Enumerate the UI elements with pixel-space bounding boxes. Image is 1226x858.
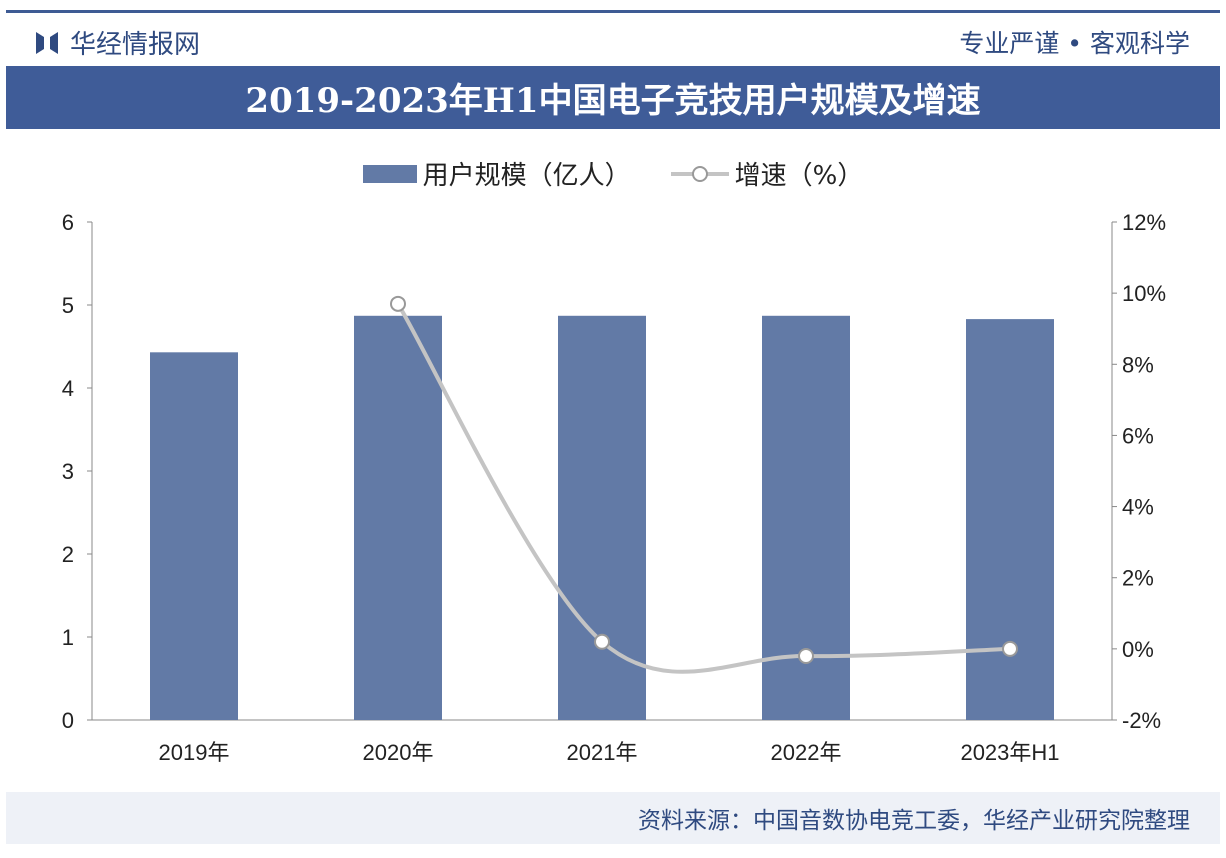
right-tick-label: -2% — [1122, 708, 1161, 733]
slogan: 专业严谨 • 客观科学 — [959, 29, 1190, 58]
growth-point — [798, 647, 814, 664]
right-tick-label: 6% — [1122, 423, 1154, 448]
left-tick-label: 4 — [62, 376, 74, 401]
top-divider — [6, 10, 1220, 13]
bar — [558, 315, 646, 720]
right-tick-label: 8% — [1122, 352, 1154, 377]
right-tick-label: 2% — [1122, 566, 1154, 591]
left-tick-label: 1 — [62, 625, 74, 650]
x-tick-label: 2020年 — [363, 740, 434, 765]
left-tick-label: 3 — [62, 459, 74, 484]
legend-item-line: 增速（%） — [670, 155, 864, 192]
growth-point — [1002, 640, 1018, 657]
legend-label: 增速（%） — [734, 161, 864, 191]
legend: 用户规模（亿人） 增速（%） — [0, 155, 1226, 192]
x-tick-label: 2019年 — [159, 740, 230, 765]
growth-point — [594, 633, 610, 650]
legend-bar-swatch — [362, 164, 417, 183]
legend-line-swatch — [670, 165, 729, 182]
bar — [150, 352, 238, 720]
chart-title: 2019-2023年H1中国电子竞技用户规模及增速 — [6, 66, 1220, 129]
left-tick-label: 0 — [62, 708, 74, 733]
x-tick-label: 2022年 — [771, 740, 842, 765]
bar — [966, 319, 1054, 720]
left-tick-label: 6 — [62, 210, 74, 235]
brand: 华经情报网 — [34, 24, 200, 61]
brand-logo-icon — [36, 31, 58, 54]
legend-label: 用户规模（亿人） — [422, 161, 631, 191]
source-note: 资料来源：中国音数协电竞工委，华经产业研究院整理 — [6, 792, 1220, 844]
x-tick-label: 2021年 — [567, 740, 638, 765]
right-tick-label: 12% — [1122, 210, 1166, 235]
growth-point — [390, 295, 406, 312]
right-tick-label: 0% — [1122, 637, 1154, 662]
right-tick-label: 10% — [1122, 281, 1166, 306]
left-tick-label: 5 — [62, 293, 74, 318]
x-tick-label: 2023年H1 — [960, 740, 1059, 765]
growth-line — [396, 302, 1011, 674]
brand-name: 华经情报网 — [70, 30, 201, 60]
left-tick-label: 2 — [62, 542, 74, 567]
bar — [354, 315, 442, 720]
right-tick-label: 4% — [1122, 495, 1154, 520]
legend-item-bar: 用户规模（亿人） — [362, 155, 631, 192]
